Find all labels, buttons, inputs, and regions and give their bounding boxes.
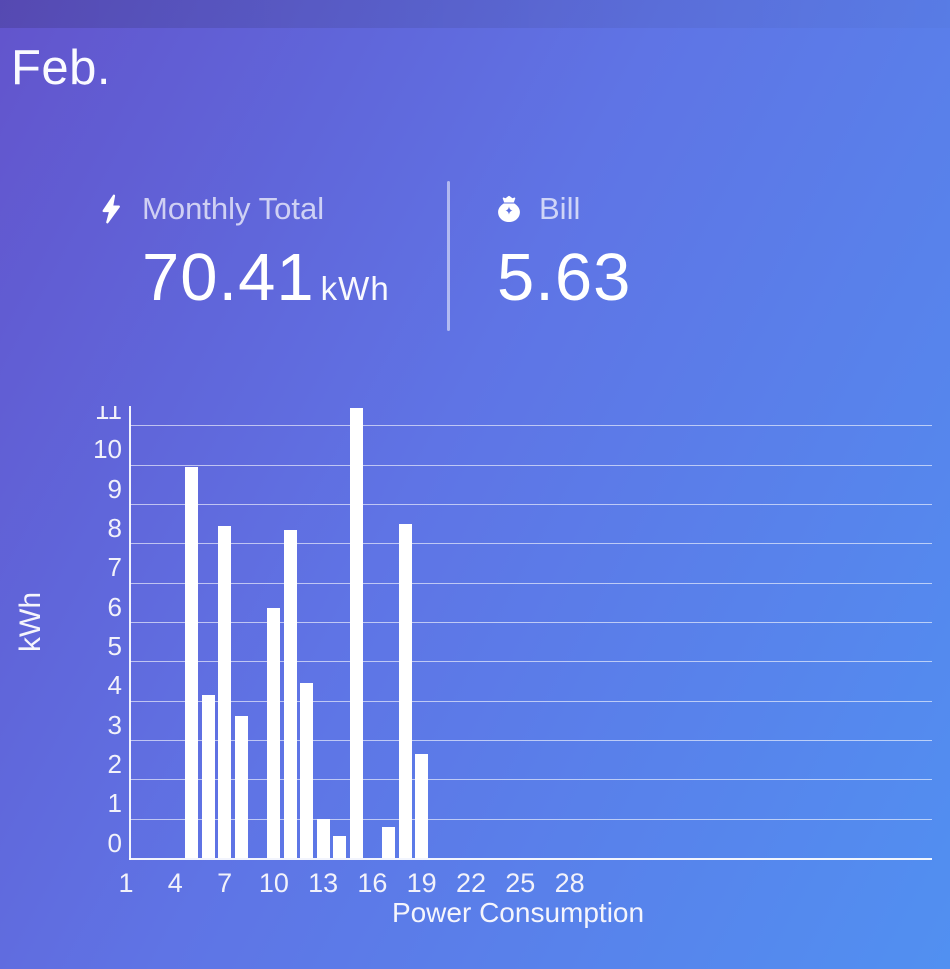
bar-day-13[interactable] [316, 818, 330, 858]
gridline-6 [130, 622, 932, 623]
x-tick-label-28: 28 [554, 868, 585, 898]
bar-day-11[interactable] [283, 529, 297, 858]
bar-day-6[interactable] [201, 694, 215, 858]
power-consumption-chart: kWh Power Consumption 0 1 2 3 4 5 6 7 8 9 10 11 1 4 7 1… [0, 406, 950, 966]
y-tick-label-10: 10 [93, 434, 122, 465]
stats-divider [447, 181, 450, 331]
y-tick-label-9: 9 [107, 473, 122, 504]
bar-day-17[interactable] [382, 826, 396, 858]
monthly-total-unit: kWh [320, 270, 390, 307]
bar-day-14[interactable] [333, 836, 347, 858]
x-tick-label-13: 13 [308, 868, 339, 898]
monthly-total-stat: Monthly Total 70.41 kWh [95, 190, 390, 311]
bill-value: 5.63 [497, 240, 632, 315]
gridline-7 [130, 582, 932, 584]
bar-day-18[interactable] [398, 523, 412, 858]
gridline-9 [130, 504, 932, 505]
bill-value-row: 5.63 [497, 244, 631, 311]
statusbar-scrim [0, 0, 950, 28]
x-tick-label-22: 22 [455, 868, 487, 898]
gridline-8 [130, 543, 932, 545]
bar-day-10[interactable] [267, 608, 281, 858]
monthly-total-value-row: 70.41 kWh [142, 244, 390, 311]
y-tick-label-7: 7 [107, 552, 122, 583]
y-tick-label-2: 2 [107, 749, 122, 779]
month-title: Feb. [11, 41, 112, 95]
bar-day-7[interactable] [218, 525, 232, 858]
monthly-total-value: 70.41 [142, 240, 315, 315]
gridline-5 [130, 661, 932, 663]
bar-day-15[interactable] [349, 407, 363, 858]
x-tick-label-7: 7 [217, 868, 233, 898]
y-tick-label-5: 5 [107, 631, 122, 662]
y-tick-label-11: 11 [95, 406, 122, 426]
bill-label: Bill [539, 191, 581, 226]
x-axis-title: Power Consumption [391, 897, 645, 928]
bar-day-12[interactable] [300, 683, 314, 858]
gridline-1 [130, 818, 932, 820]
gridline-3 [130, 740, 932, 741]
monthly-total-label: Monthly Total [142, 191, 325, 226]
bar-day-8[interactable] [234, 716, 248, 858]
gridline-10 [130, 464, 932, 466]
x-tick-label-4: 4 [167, 868, 183, 898]
bill-stat: Bill 5.63 [492, 190, 631, 311]
gridline-2 [130, 779, 932, 781]
x-tick-label-16: 16 [357, 868, 388, 898]
y-tick-label-1: 1 [107, 788, 122, 819]
gridline-4 [130, 700, 932, 702]
y-tick-label-8: 8 [107, 513, 122, 544]
gridline-11 [130, 425, 932, 427]
x-tick-label-19: 19 [406, 868, 437, 898]
y-axis-line [129, 406, 131, 860]
x-tick-label-10: 10 [258, 868, 289, 898]
lightning-icon [102, 194, 120, 224]
x-tick-label-1: 1 [118, 868, 134, 898]
y-tick-label-0: 0 [107, 827, 122, 858]
x-axis-line [129, 858, 932, 860]
bar-day-19[interactable] [415, 753, 429, 858]
x-tick-label-25: 25 [505, 868, 536, 898]
y-tick-label-6: 6 [107, 591, 122, 622]
y-tick-label-3: 3 [107, 709, 122, 740]
y-tick-label-4: 4 [107, 670, 122, 701]
money-bag-icon [498, 195, 520, 223]
bar-day-5[interactable] [185, 466, 199, 858]
